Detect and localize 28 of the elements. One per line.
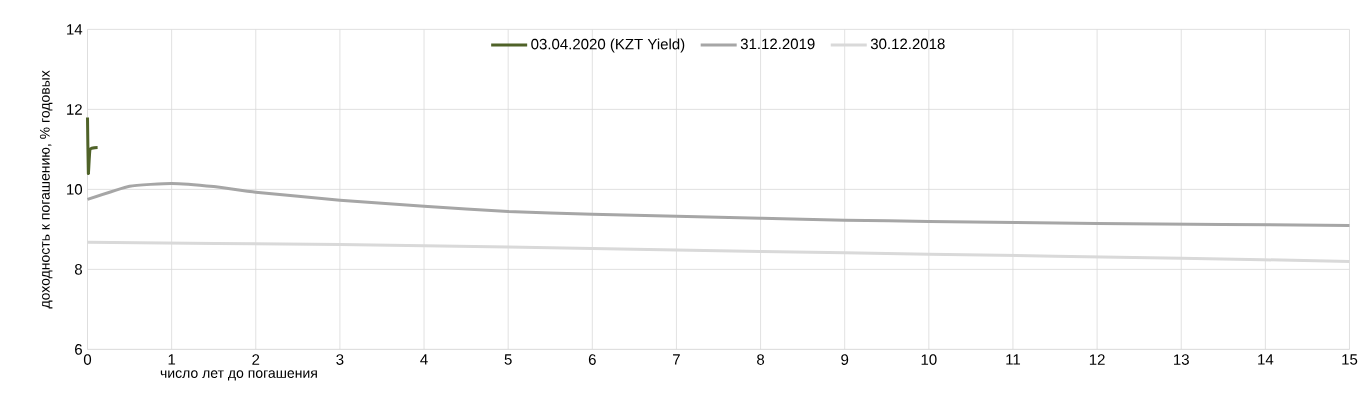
y-tick-label: 14 [67, 24, 83, 35]
line-series [86, 115, 100, 175]
legend-label: 31.12.2019 [740, 38, 815, 50]
y-tick-label: 6 [75, 344, 82, 355]
x-tick-label: 4 [420, 354, 428, 365]
x-tick-label: 7 [673, 354, 680, 365]
y-tick-label: 8 [74, 264, 82, 275]
x-tick-label: 0 [83, 354, 92, 365]
legend-label: 30.12.2018 [870, 38, 945, 50]
legend-label: 03.04.2020 (KZT Yield) [531, 38, 685, 53]
y-tick-label: 10 [67, 184, 83, 195]
x-tick-label: 10 [921, 354, 937, 365]
x-tick-label: 8 [757, 354, 765, 365]
y-axis-title: доходность к погашению, % годовых [39, 70, 53, 309]
x-tick-label: 13 [1174, 354, 1189, 365]
x-tick-label: 9 [841, 354, 849, 365]
x-tick-label: 11 [1006, 354, 1021, 365]
x-tick-label: 6 [588, 354, 596, 365]
y-tick-label: 12 [67, 104, 82, 115]
x-tick-label: 14 [1258, 354, 1274, 365]
x-tick-label: 2 [252, 354, 260, 365]
x-axis-title: число лет до погашения [160, 370, 317, 381]
line-series [86, 181, 1351, 227]
x-tick-label: 5 [504, 354, 512, 365]
x-tick-label: 3 [336, 354, 344, 365]
x-tick-label: 15 [1342, 354, 1358, 365]
x-tick-label: 12 [1089, 354, 1105, 365]
x-tick-label: 1 [168, 354, 176, 365]
